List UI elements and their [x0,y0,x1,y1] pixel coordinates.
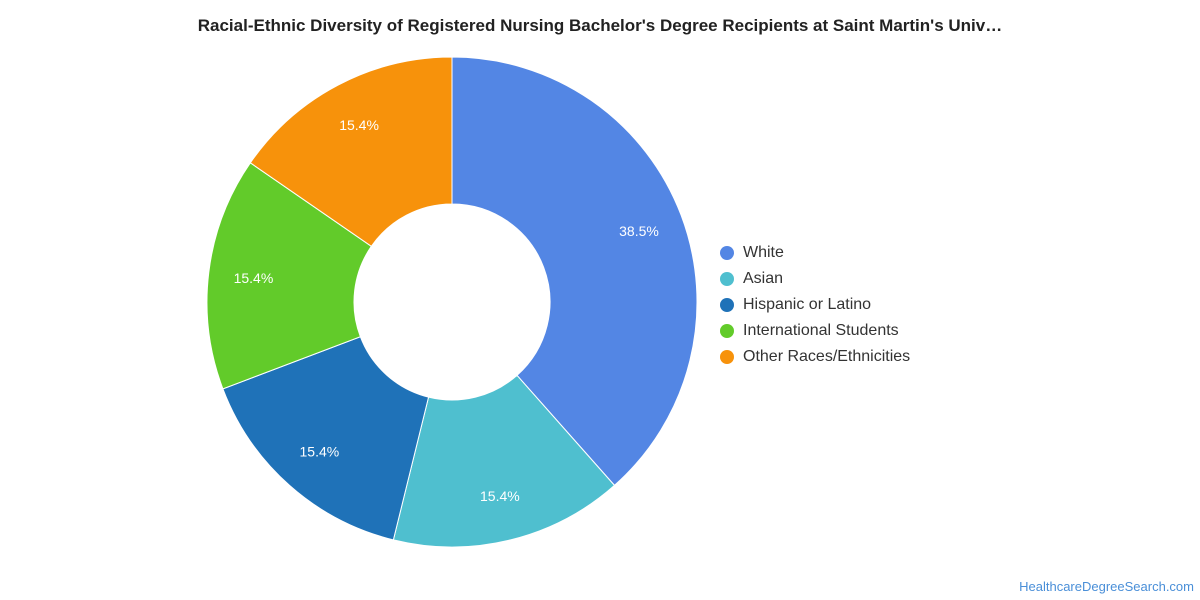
legend-label: Asian [743,270,784,287]
legend-label: Hispanic or Latino [743,296,872,313]
source-link[interactable]: HealthcareDegreeSearch.com [1019,579,1194,594]
legend-item-international-students[interactable]: International Students [720,318,910,344]
slice-asian[interactable] [392,374,616,548]
slice-hispanic-or-latino[interactable] [222,336,430,541]
legend-item-white[interactable]: White [720,240,910,266]
legend-label: Other Races/Ethnicities [743,348,911,365]
legend-item-other-races-ethnicities[interactable]: Other Races/Ethnicities [720,344,910,370]
slice-other-races-ethnicities[interactable] [249,56,453,248]
legend-swatch [720,350,734,364]
slice-white[interactable] [451,56,698,487]
slice-international-students[interactable] [206,162,373,390]
legend-item-hispanic-or-latino[interactable]: Hispanic or Latino [720,292,910,318]
slice-label: 15.4% [234,270,274,286]
legend-swatch [720,298,734,312]
legend-label: White [743,244,784,261]
legend-swatch [720,246,734,260]
slice-label: 15.4% [300,444,340,460]
legend-swatch [720,272,734,286]
slice-label: 15.4% [480,488,520,504]
legend-label: International Students [743,322,899,339]
legend-item-asian[interactable]: Asian [720,266,910,292]
legend: White Asian Hispanic or Latino Internati… [720,240,910,370]
legend-swatch [720,324,734,338]
slice-label: 38.5% [619,223,659,239]
chart-title: Racial-Ethnic Diversity of Registered Nu… [197,16,1003,35]
slice-label: 15.4% [339,117,379,133]
